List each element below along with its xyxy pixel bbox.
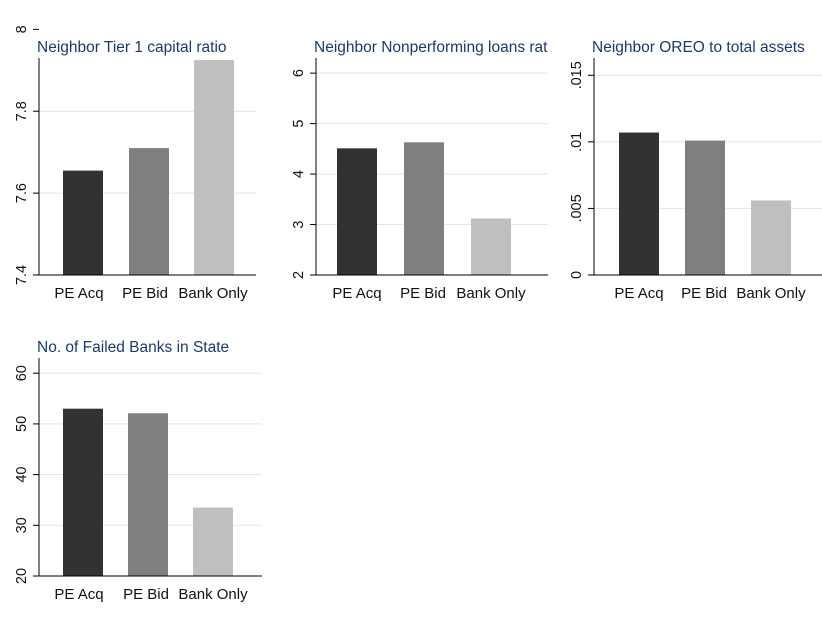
y-tick-label: 0 [569,271,585,279]
x-category-label: PE Bid [123,586,169,603]
bar-bank-only [471,218,511,275]
y-tick-label: 7.4 [14,265,30,285]
chart-title: Neighbor Tier 1 capital ratio [37,39,227,56]
x-category-label: PE Bid [400,285,446,302]
bar-bank-only [193,507,233,576]
y-tick-label: 40 [14,467,30,483]
y-tick-label: 2 [291,271,307,279]
x-category-label: Bank Only [178,586,248,603]
panel-failed-banks: No. of Failed Banks in State 20 30 40 50 60 PE… [14,339,262,603]
bar-bank-only [194,60,234,276]
bar-pe-acq [63,408,103,576]
x-category-label: PE Acq [332,285,381,302]
bar-pe-acq [619,132,659,275]
x-category-label: Bank Only [736,285,806,302]
y-tick-label: 3 [291,220,307,228]
x-category-label: PE Acq [614,285,663,302]
x-category-label: Bank Only [178,285,248,302]
y-tick-label: 60 [14,365,30,381]
x-category-label: PE Bid [122,285,168,302]
panel-tier1-capital: Neighbor Tier 1 capital ratio 7.4 7.6 7.8 8 P… [14,25,256,302]
y-tick-label: .005 [569,194,585,222]
y-tick-label: 50 [14,416,30,432]
y-tick-label: 7.6 [14,183,30,203]
y-tick-label: 5 [291,120,307,128]
chart-title: Neighbor OREO to total assets [592,39,805,56]
bar-pe-acq [337,148,377,275]
x-category-label: PE Acq [54,586,103,603]
y-tick-label: 8 [14,25,30,33]
y-tick-label: 20 [14,568,30,584]
y-tick-label: 7.8 [14,101,30,121]
panel-nonperforming-loans: Neighbor Nonperforming loans rat 2 3 4 5 6 PE … [291,39,548,302]
x-category-label: PE Bid [681,285,727,302]
y-tick-label: 6 [291,69,307,77]
bar-bank-only [751,200,791,275]
bar-pe-bid [685,140,725,275]
y-tick-label: .01 [569,132,585,152]
bar-pe-bid [129,148,169,275]
bar-pe-bid [128,413,168,576]
bar-pe-acq [63,170,103,275]
panel-oreo-assets: Neighbor OREO to total assets 0 .005 .01 .01… [569,39,822,302]
chart-title: Neighbor Nonperforming loans rat [314,39,548,56]
y-tick-label: .015 [569,61,585,89]
x-category-label: Bank Only [456,285,526,302]
x-category-label: PE Acq [54,285,103,302]
bar-pe-bid [404,142,444,275]
y-tick-label: 4 [291,170,307,178]
y-tick-label: 30 [14,517,30,533]
chart-title: No. of Failed Banks in State [37,339,229,356]
